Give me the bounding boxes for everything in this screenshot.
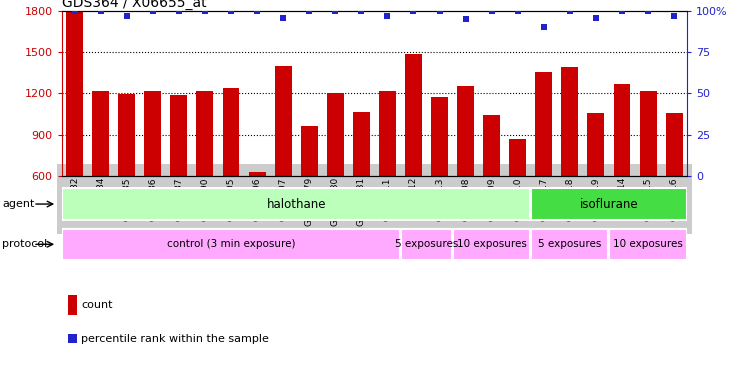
Point bbox=[382, 13, 394, 19]
Bar bbox=[300, 126, 318, 176]
Point bbox=[460, 16, 472, 22]
Bar bbox=[483, 115, 500, 176]
Point bbox=[433, 8, 445, 14]
Bar bbox=[535, 72, 552, 176]
Bar bbox=[610, 229, 686, 260]
Point bbox=[95, 8, 107, 14]
Text: isoflurane: isoflurane bbox=[580, 198, 638, 210]
Bar bbox=[640, 90, 656, 176]
Bar bbox=[665, 113, 683, 176]
Bar bbox=[118, 94, 135, 176]
Point bbox=[303, 8, 315, 14]
Text: agent: agent bbox=[2, 199, 35, 209]
Text: percentile rank within the sample: percentile rank within the sample bbox=[81, 333, 269, 344]
Point bbox=[668, 13, 680, 19]
Bar bbox=[431, 97, 448, 176]
Text: control (3 min exposure): control (3 min exposure) bbox=[167, 239, 295, 249]
Text: 10 exposures: 10 exposures bbox=[457, 239, 526, 249]
Point bbox=[590, 15, 602, 20]
Bar bbox=[453, 229, 530, 260]
Point bbox=[68, 8, 80, 14]
Point bbox=[355, 8, 367, 14]
Point bbox=[146, 8, 158, 14]
Text: GDS364 / X06655_at: GDS364 / X06655_at bbox=[62, 0, 207, 10]
Point bbox=[616, 8, 628, 14]
Bar bbox=[379, 91, 396, 176]
Bar bbox=[401, 229, 452, 260]
Bar bbox=[275, 66, 291, 176]
Point bbox=[486, 8, 498, 14]
Point bbox=[642, 8, 654, 14]
Bar bbox=[170, 96, 187, 176]
Text: 5 exposures: 5 exposures bbox=[395, 239, 458, 249]
Point bbox=[408, 8, 420, 14]
Bar bbox=[62, 229, 400, 260]
Bar bbox=[562, 67, 578, 176]
Point bbox=[511, 8, 523, 14]
Bar bbox=[405, 53, 422, 176]
Text: halothane: halothane bbox=[267, 198, 326, 210]
Bar bbox=[531, 229, 608, 260]
Text: count: count bbox=[81, 300, 113, 310]
Bar bbox=[249, 172, 266, 176]
Bar bbox=[62, 188, 530, 220]
Bar bbox=[197, 91, 213, 176]
Point bbox=[564, 8, 576, 14]
Bar bbox=[353, 112, 369, 176]
Bar bbox=[222, 88, 240, 176]
Point bbox=[121, 13, 133, 19]
Bar bbox=[457, 86, 474, 176]
Bar bbox=[327, 93, 344, 176]
Text: protocol: protocol bbox=[2, 239, 47, 249]
Bar bbox=[509, 139, 526, 176]
Bar bbox=[92, 90, 109, 176]
Point bbox=[225, 8, 237, 14]
Bar bbox=[614, 84, 631, 176]
Bar bbox=[587, 113, 605, 176]
Point bbox=[199, 8, 211, 14]
Bar bbox=[66, 12, 83, 176]
Point bbox=[329, 8, 341, 14]
Text: 5 exposures: 5 exposures bbox=[538, 239, 602, 249]
Bar bbox=[144, 91, 161, 176]
Point bbox=[538, 25, 550, 30]
Point bbox=[277, 15, 289, 20]
Point bbox=[251, 8, 263, 14]
Point bbox=[173, 8, 185, 14]
Bar bbox=[531, 188, 686, 220]
Text: 10 exposures: 10 exposures bbox=[613, 239, 683, 249]
